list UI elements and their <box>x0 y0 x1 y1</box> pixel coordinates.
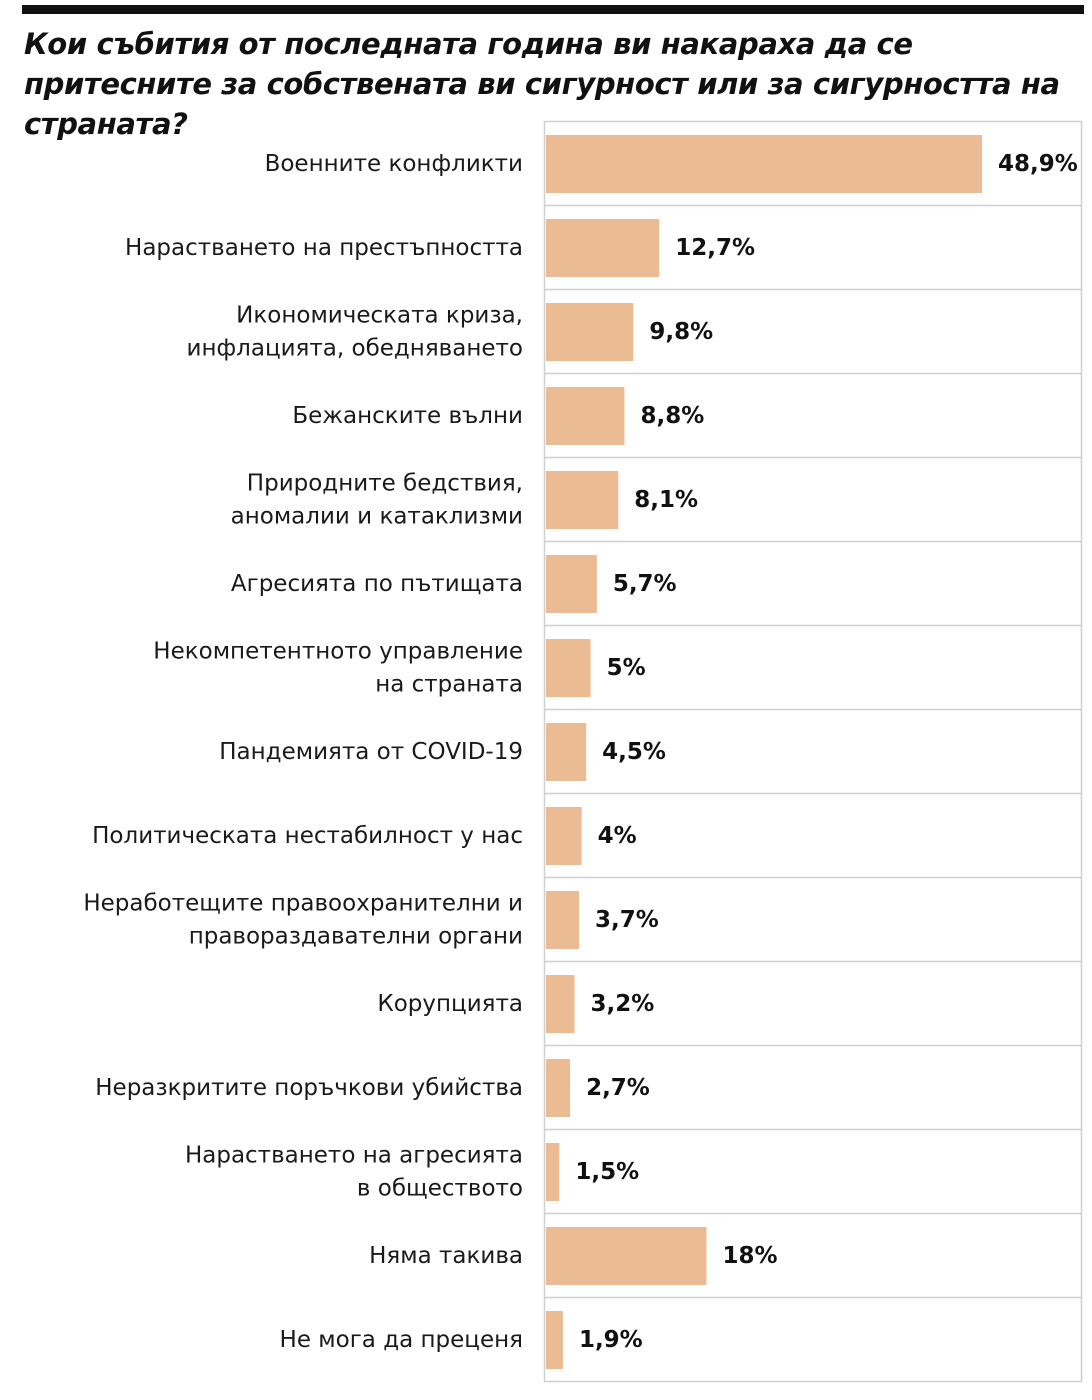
bar <box>546 975 575 1033</box>
bar <box>546 555 597 613</box>
bar <box>546 1311 563 1369</box>
value-label: 1,5% <box>575 1159 639 1185</box>
bar <box>546 1143 560 1201</box>
category-label-line: в обществото <box>357 1176 523 1202</box>
bar <box>546 891 579 949</box>
category-label-line: Пандемията от COVID-19 <box>219 739 523 765</box>
category-label-line: Политическата нестабилност у нас <box>92 823 523 849</box>
category-label-line: правораздавателни органи <box>189 924 523 950</box>
category-label: Няма такива <box>369 1243 523 1269</box>
bar <box>546 387 625 445</box>
category-label-line: Военните конфликти <box>265 151 523 177</box>
value-label: 2,7% <box>586 1075 650 1101</box>
category-label-line: Неразкритите поръчкови убийства <box>95 1075 523 1101</box>
category-label: Политическата нестабилност у нас <box>92 823 523 849</box>
bar <box>546 1059 571 1117</box>
value-label: 5% <box>607 655 646 681</box>
value-label: 4% <box>598 823 637 849</box>
category-label: Икономическата криза, инфлацията, обедняв… <box>187 303 524 362</box>
category-label-line: Корупцията <box>377 991 523 1017</box>
category-label: Некомпетентното управление на страната <box>153 639 523 698</box>
bar <box>546 219 660 277</box>
value-label: 5,7% <box>613 571 677 597</box>
value-label: 9,8% <box>649 319 713 345</box>
bar <box>546 807 582 865</box>
category-label-line: Бежанските вълни <box>292 403 523 429</box>
value-label: 18% <box>722 1243 777 1269</box>
category-label-line: Икономическата криза, <box>236 303 523 329</box>
category-label-line: Няма такива <box>369 1243 523 1269</box>
category-label: Не мога да преценя <box>280 1327 523 1353</box>
bar <box>546 135 982 193</box>
bar <box>546 639 591 697</box>
category-label: Нарастването на агресията в обществото <box>185 1143 523 1202</box>
value-label: 3,7% <box>595 907 659 933</box>
category-label: Нарастването на престъпността <box>125 235 523 261</box>
category-label-line: Некомпетентното управление <box>153 639 523 665</box>
category-label: Неразкритите поръчкови убийства <box>95 1075 523 1101</box>
value-label: 1,9% <box>579 1327 643 1353</box>
category-label-line: Нарастването на престъпността <box>125 235 523 261</box>
category-label-line: Агресията по пътищата <box>231 571 523 597</box>
category-label: Бежанските вълни <box>292 403 523 429</box>
category-label-line: Не мога да преценя <box>280 1327 523 1353</box>
top-rule <box>22 5 1084 14</box>
category-label-line: аномалии и катаклизми <box>231 504 523 530</box>
value-label: 8,1% <box>634 487 698 513</box>
value-label: 8,8% <box>640 403 704 429</box>
category-label: Неработещите правоохранителни и праворазд… <box>83 891 523 950</box>
category-label: Пандемията от COVID-19 <box>219 739 523 765</box>
bar <box>546 1227 707 1285</box>
category-label: Агресията по пътищата <box>231 571 523 597</box>
category-label: Природните бедствия, аномалии и катаклизм… <box>231 471 523 530</box>
category-label-line: Нарастването на агресията <box>185 1143 523 1169</box>
value-label: 12,7% <box>675 235 755 261</box>
category-label: Военните конфликти <box>265 151 523 177</box>
value-label: 48,9% <box>998 151 1078 177</box>
bar <box>546 471 619 529</box>
category-label-line: Неработещите правоохранителни и <box>83 891 523 917</box>
category-label-line: инфлацията, обедняването <box>187 336 524 362</box>
category-label-line: Природните бедствия, <box>247 471 523 497</box>
plot-frame <box>543 120 1083 1383</box>
bar <box>546 303 634 361</box>
chart-title: Кои събития от последната година ви нака… <box>24 27 1060 141</box>
category-label: Корупцията <box>377 991 523 1017</box>
value-label: 3,2% <box>591 991 655 1017</box>
value-label: 4,5% <box>602 739 666 765</box>
bar <box>546 723 587 781</box>
category-label-line: на страната <box>375 672 523 698</box>
